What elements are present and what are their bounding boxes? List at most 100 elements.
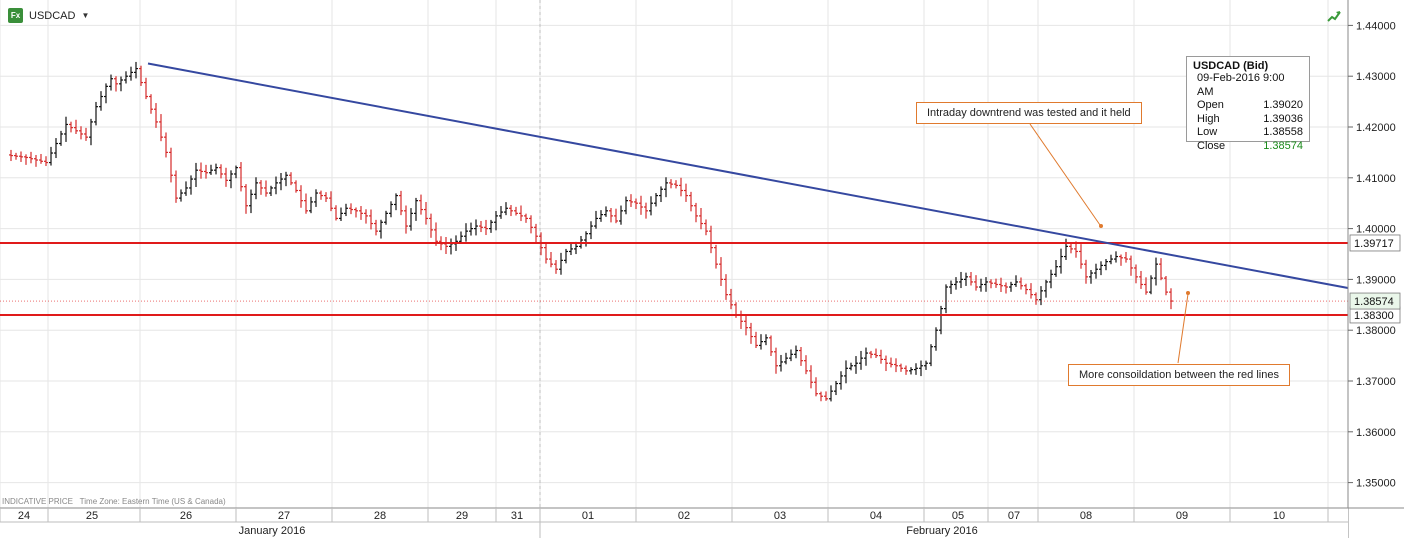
ohlc-bar [334, 205, 338, 221]
x-day-label: 24 [18, 510, 30, 522]
ohlc-bar [149, 94, 153, 114]
ohlc-bar [754, 331, 758, 348]
ohlc-bar [789, 349, 793, 362]
ohlc-high: High 1.39036 [1197, 112, 1303, 125]
ohlc-bar [339, 207, 343, 221]
ohlc-bar [944, 284, 948, 314]
x-month-label: January 2016 [239, 525, 306, 537]
ohlc-bar [989, 279, 993, 289]
ohlc-bar [1084, 259, 1088, 284]
last-price-tag-label: 1.38574 [1354, 296, 1394, 308]
ohlc-bar [369, 209, 373, 230]
ohlc-bar [384, 210, 388, 225]
ohlc-bar [1004, 282, 1008, 294]
fx-icon: Fx [8, 8, 23, 23]
chart-header[interactable]: Fx USDCAD ▼ [8, 8, 89, 23]
ohlc-bar [89, 118, 93, 146]
ohlc-bar [199, 162, 203, 179]
ohlc-bar [779, 354, 783, 372]
ohlc-bar [994, 278, 998, 288]
ohlc-bar [194, 162, 198, 188]
ohlc-bar [769, 335, 773, 356]
ohlc-bar [834, 380, 838, 396]
ohlc-bar [1164, 275, 1168, 296]
annotation-top: Intraday downtrend was tested and it hel… [916, 102, 1142, 124]
trend-arrow-icon[interactable] [1326, 8, 1342, 24]
ohlc-bar [1119, 254, 1123, 266]
ohlc-bar [614, 208, 618, 224]
ohlc-bar [999, 277, 1003, 293]
ohlc-bar [1044, 279, 1048, 298]
ohlc-bar [899, 363, 903, 372]
ohlc-bar [204, 164, 208, 179]
ohlc-bar [1009, 281, 1013, 292]
y-tick-label: 1.36000 [1356, 427, 1396, 439]
symbol-label[interactable]: USDCAD [29, 9, 76, 22]
ohlc-bar [794, 345, 798, 359]
ohlc-tooltip: USDCAD (Bid) 09-Feb-2016 9:00 AM Open 1.3… [1186, 56, 1310, 152]
ohlc-bar [509, 205, 513, 217]
ohlc-bar [314, 189, 318, 207]
y-tick-label: 1.40000 [1356, 224, 1396, 236]
ohlc-bar [974, 275, 978, 291]
ohlc-bar [354, 207, 358, 218]
ohlc-bar [494, 211, 498, 231]
ohlc-bar [939, 305, 943, 335]
ohlc-bar [1094, 263, 1098, 279]
ohlc-low: Low 1.38558 [1197, 126, 1303, 138]
ohlc-bar [289, 172, 293, 186]
x-day-label: 03 [774, 510, 786, 522]
ohlc-bar [44, 156, 48, 167]
ohlc-bar [514, 206, 518, 216]
ohlc-bar [164, 132, 168, 158]
ohlc-bar [759, 334, 763, 350]
caret-down-icon[interactable]: ▼ [81, 11, 90, 20]
x-day-label: 26 [180, 510, 192, 522]
ohlc-bar [864, 347, 868, 366]
ohlc-bar [229, 170, 233, 189]
ohlc-bar [1089, 269, 1093, 284]
support-tag-label: 1.38300 [1354, 310, 1394, 322]
ohlc-bar [184, 181, 188, 196]
ohlc-bar [169, 147, 173, 183]
ohlc-bar [394, 193, 398, 211]
ohlc-bar [79, 126, 83, 140]
ohlc-bar [254, 177, 258, 200]
x-day-label: 05 [952, 510, 964, 522]
ohlc-bar [399, 190, 403, 216]
ohlc-bar [599, 210, 603, 222]
ohlc-bar [644, 202, 648, 219]
ohlc-bar [49, 146, 53, 166]
y-tick-label: 1.35000 [1356, 478, 1396, 490]
ohlc-bar [929, 344, 933, 367]
ohlc-bar [1124, 251, 1128, 263]
ohlc-bar [274, 176, 278, 195]
x-day-label: 28 [374, 510, 386, 522]
ohlc-bar [309, 196, 313, 214]
ohlc-bar [849, 362, 853, 371]
ohlc-bar [554, 260, 558, 274]
y-tick-label: 1.42000 [1356, 122, 1396, 134]
ohlc-bar [284, 171, 288, 187]
ohlc-bar [819, 391, 823, 402]
x-day-label: 29 [456, 510, 468, 522]
ohlc-bar [874, 348, 878, 359]
ohlc-bar [464, 223, 468, 242]
ohlc-bar [469, 222, 473, 236]
ohlc-bar [9, 149, 13, 162]
x-day-label: 01 [582, 510, 594, 522]
ohlc-bar [109, 74, 113, 91]
ohlc-bar [1019, 277, 1023, 290]
ohlc-bar [449, 238, 453, 255]
resistance-tag [1349, 234, 1401, 252]
ohlc-bar [879, 349, 883, 364]
ohlc-title: USDCAD (Bid) [1193, 60, 1269, 72]
ohlc-bar [129, 66, 133, 81]
ohlc-open: Open 1.39020 [1197, 99, 1303, 111]
ohlc-bar [64, 116, 68, 142]
ohlc-bar [1109, 254, 1113, 265]
ohlc-bar [19, 151, 23, 162]
ohlc-bar [504, 202, 508, 216]
ohlc-bar [234, 165, 238, 179]
